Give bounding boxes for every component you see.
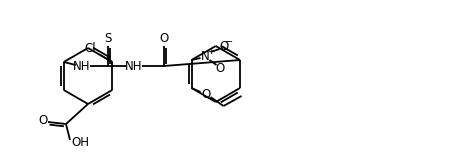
Text: N: N [201,49,210,63]
Text: O: O [38,113,48,127]
Text: O: O [201,88,210,100]
Text: OH: OH [71,136,89,149]
Text: O: O [159,31,168,45]
Text: NH: NH [125,60,142,73]
Text: Cl: Cl [84,42,96,55]
Text: NH: NH [73,60,90,73]
Text: S: S [104,31,111,45]
Text: O: O [219,40,228,52]
Text: −: − [226,37,234,47]
Text: O: O [215,61,224,75]
Text: +: + [207,46,214,55]
